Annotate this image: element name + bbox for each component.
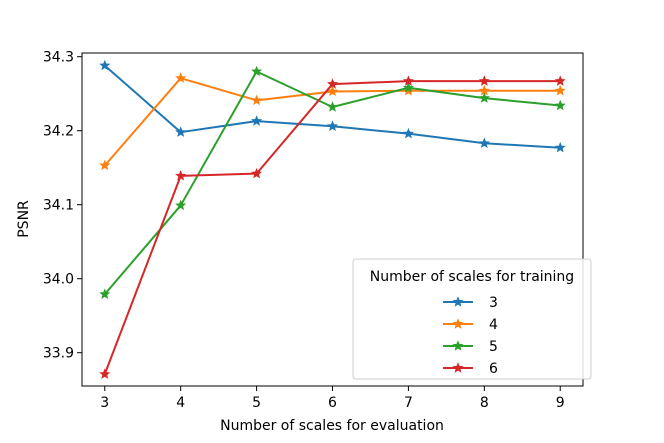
legend: Number of scales for training 3 4 5 6: [352, 258, 592, 380]
data-point: [99, 159, 111, 171]
data-point: [251, 94, 263, 106]
data-point: [326, 78, 339, 89]
legend-marker: [452, 340, 464, 351]
y-tick-label: 34.1: [43, 198, 74, 214]
data-point: [251, 167, 263, 179]
x-tick-label: 4: [176, 395, 185, 411]
legend-marker: [452, 296, 464, 307]
data-point: [326, 101, 339, 112]
x-tick-label: 7: [404, 395, 413, 411]
series-3: [99, 59, 566, 153]
data-point: [554, 99, 566, 111]
data-point: [251, 65, 263, 77]
legend-marker: [452, 362, 464, 373]
series-6: [99, 75, 566, 379]
y-tick-label: 34.3: [43, 50, 74, 66]
legend-label: 3: [489, 295, 498, 311]
x-tick-label: 6: [328, 395, 337, 411]
x-axis: 3 4 5 6 7 8 9: [100, 386, 565, 411]
x-tick-label: 3: [100, 395, 109, 411]
x-axis-label: Number of scales for evaluation: [220, 418, 444, 434]
data-point: [478, 92, 490, 103]
x-tick-label: 5: [252, 395, 261, 411]
legend-label: 4: [489, 317, 498, 333]
x-tick-label: 8: [480, 395, 489, 411]
data-point: [554, 84, 566, 96]
data-point: [326, 120, 339, 131]
data-point: [402, 81, 414, 93]
y-axis: 33.9 34.0 34.1 34.2 34.3: [43, 50, 82, 362]
data-point: [402, 127, 414, 139]
data-point: [554, 141, 566, 153]
legend-item-4: 4: [443, 317, 498, 333]
data-point: [99, 59, 111, 71]
legend-item-3: 3: [443, 295, 498, 311]
data-point: [478, 137, 490, 148]
data-point: [175, 199, 187, 211]
data-point: [175, 170, 187, 181]
data-point: [402, 75, 414, 86]
legend-label: 5: [489, 339, 498, 355]
y-tick-label: 34.2: [43, 124, 74, 140]
legend-box: [352, 258, 592, 380]
data-point: [175, 126, 187, 137]
legend-title: Number of scales for training: [370, 269, 574, 285]
data-point: [478, 75, 490, 86]
data-point: [99, 288, 111, 299]
data-point: [251, 115, 263, 126]
legend-item-6: 6: [443, 361, 498, 377]
legend-item-5: 5: [443, 339, 498, 355]
y-axis-label: PSNR: [16, 200, 32, 238]
x-tick-label: 9: [556, 395, 565, 411]
legend-label: 6: [489, 361, 498, 377]
y-tick-label: 33.9: [43, 346, 74, 362]
series-group: [99, 59, 566, 379]
series-5: [99, 65, 566, 299]
data-point: [99, 368, 111, 379]
y-tick-label: 34.0: [43, 272, 74, 288]
data-point: [554, 75, 566, 86]
legend-marker: [452, 318, 464, 329]
data-point: [175, 72, 187, 83]
